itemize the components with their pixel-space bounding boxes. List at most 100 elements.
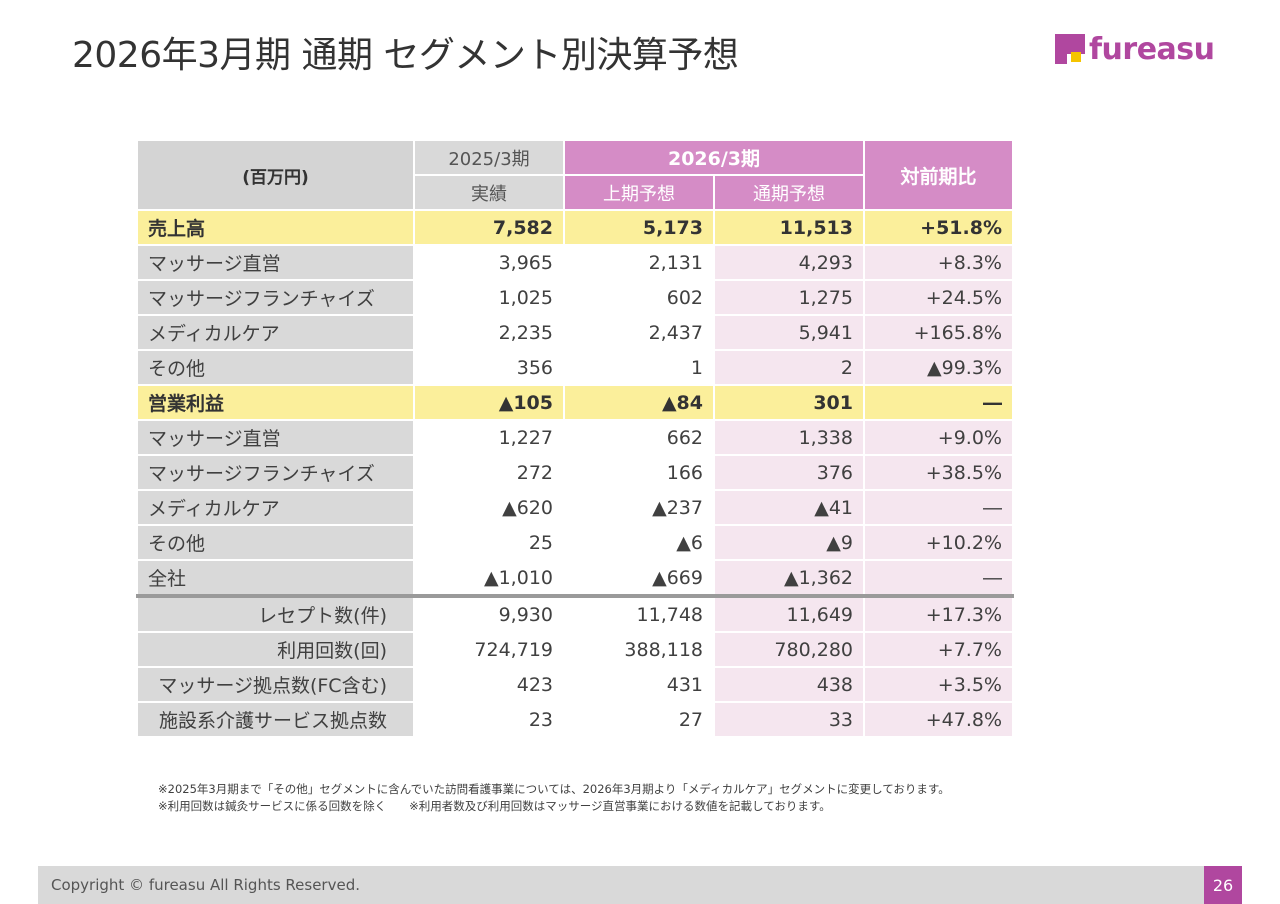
- cell-2025-actual: ▲1,010: [413, 559, 565, 597]
- fureasu-logo: fureasu: [1055, 31, 1215, 67]
- row-label: マッサージフランチャイズ: [136, 454, 415, 491]
- table-row: 営業利益 ▲105 ▲84 301 ―: [136, 384, 1014, 421]
- cell-2026-full-forecast: 376: [713, 454, 865, 491]
- cell-2026-full-forecast: ▲41: [713, 489, 865, 526]
- cell-2026-full-forecast: 11,649: [713, 594, 865, 633]
- row-label: マッサージフランチャイズ: [136, 279, 415, 316]
- cell-yoy: +38.5%: [863, 454, 1014, 491]
- table-row: マッサージ直営 3,965 2,131 4,293 +8.3%: [136, 244, 1014, 281]
- unit-label: (百万円): [136, 139, 415, 211]
- row-label: その他: [136, 349, 415, 386]
- cell-2026-h1-forecast: ▲6: [563, 524, 715, 561]
- cell-2026-full-forecast: 1,338: [713, 419, 865, 456]
- row-label: 全社: [136, 559, 415, 597]
- col-header-h1-forecast: 上期予想: [563, 174, 715, 211]
- footnote: ※2025年3月期まで「その他」セグメントに含んでいた訪問看護事業については、2…: [158, 782, 950, 796]
- cell-2026-full-forecast: 33: [713, 701, 865, 738]
- page-title: 2026年3月期 通期 セグメント別決算予想: [72, 35, 739, 76]
- cell-2026-full-forecast: 11,513: [713, 209, 865, 246]
- table-row: メディカルケア ▲620 ▲237 ▲41 ―: [136, 489, 1014, 526]
- table-row: メディカルケア 2,235 2,437 5,941 +165.8%: [136, 314, 1014, 351]
- table-row: その他 356 1 2 ▲99.3%: [136, 349, 1014, 386]
- row-label: 売上高: [136, 209, 415, 246]
- col-header-2026: 2026/3期: [563, 139, 865, 176]
- cell-2026-h1-forecast: 388,118: [563, 631, 715, 668]
- cell-yoy: +8.3%: [863, 244, 1014, 281]
- cell-2026-h1-forecast: 1: [563, 349, 715, 386]
- cell-2026-full-forecast: 301: [713, 384, 865, 421]
- cell-yoy: +47.8%: [863, 701, 1014, 738]
- cell-2026-h1-forecast: 602: [563, 279, 715, 316]
- row-label: 営業利益: [136, 384, 415, 421]
- cell-2025-actual: 724,719: [413, 631, 565, 668]
- cell-2025-actual: ▲620: [413, 489, 565, 526]
- col-header-full-forecast: 通期予想: [713, 174, 865, 211]
- cell-yoy: +3.5%: [863, 666, 1014, 703]
- col-header-yoy: 対前期比: [863, 139, 1014, 211]
- col-header-2025: 2025/3期: [413, 139, 565, 176]
- cell-yoy: ―: [863, 489, 1014, 526]
- cell-2026-h1-forecast: ▲84: [563, 384, 715, 421]
- page-number: 26: [1204, 866, 1242, 904]
- cell-2025-actual: ▲105: [413, 384, 565, 421]
- row-label: メディカルケア: [136, 314, 415, 351]
- table-row: マッサージ直営 1,227 662 1,338 +9.0%: [136, 419, 1014, 456]
- logo-mark-icon: [1055, 34, 1085, 64]
- cell-2026-h1-forecast: 2,437: [563, 314, 715, 351]
- cell-yoy: +51.8%: [863, 209, 1014, 246]
- footer-bar: Copyright © fureasu All Rights Reserved.: [38, 866, 1204, 904]
- row-label: レセプト数(件): [136, 594, 415, 633]
- table-row: 施設系介護サービス拠点数 23 27 33 +47.8%: [136, 701, 1014, 738]
- table-row: マッサージフランチャイズ 1,025 602 1,275 +24.5%: [136, 279, 1014, 316]
- cell-2025-actual: 1,227: [413, 419, 565, 456]
- cell-2026-h1-forecast: 27: [563, 701, 715, 738]
- cell-yoy: +10.2%: [863, 524, 1014, 561]
- cell-yoy: ―: [863, 384, 1014, 421]
- table-row: マッサージフランチャイズ 272 166 376 +38.5%: [136, 454, 1014, 491]
- row-label: 施設系介護サービス拠点数: [136, 701, 415, 738]
- table-row: 利用回数(回) 724,719 388,118 780,280 +7.7%: [136, 631, 1014, 668]
- cell-yoy: +165.8%: [863, 314, 1014, 351]
- table-row: レセプト数(件) 9,930 11,748 11,649 +17.3%: [136, 594, 1014, 633]
- row-label: その他: [136, 524, 415, 561]
- cell-2025-actual: 272: [413, 454, 565, 491]
- cell-2026-h1-forecast: 166: [563, 454, 715, 491]
- table-row: マッサージ拠点数(FC含む) 423 431 438 +3.5%: [136, 666, 1014, 703]
- row-label: マッサージ拠点数(FC含む): [136, 666, 415, 703]
- cell-2026-h1-forecast: 662: [563, 419, 715, 456]
- table-row: その他 25 ▲6 ▲9 +10.2%: [136, 524, 1014, 561]
- cell-2026-h1-forecast: 5,173: [563, 209, 715, 246]
- cell-2025-actual: 25: [413, 524, 565, 561]
- cell-yoy: +24.5%: [863, 279, 1014, 316]
- row-label: 利用回数(回): [136, 631, 415, 668]
- cell-2025-actual: 9,930: [413, 594, 565, 633]
- row-label: マッサージ直営: [136, 419, 415, 456]
- segment-forecast-table: (百万円) 2025/3期 2026/3期 対前期比 実績 上期予想 通期予想 …: [136, 139, 1014, 738]
- logo-text: fureasu: [1089, 31, 1215, 67]
- cell-2025-actual: 23: [413, 701, 565, 738]
- table-row: 全社 ▲1,010 ▲669 ▲1,362 ―: [136, 559, 1014, 597]
- cell-yoy: +17.3%: [863, 594, 1014, 633]
- footnote: ※利用回数は鍼灸サービスに係る回数を除く ※利用者数及び利用回数はマッサージ直営…: [158, 799, 831, 813]
- cell-yoy: ―: [863, 559, 1014, 597]
- row-label: マッサージ直営: [136, 244, 415, 281]
- cell-2025-actual: 423: [413, 666, 565, 703]
- cell-2026-full-forecast: 1,275: [713, 279, 865, 316]
- cell-2026-h1-forecast: ▲237: [563, 489, 715, 526]
- cell-2026-full-forecast: 4,293: [713, 244, 865, 281]
- cell-yoy: ▲99.3%: [863, 349, 1014, 386]
- cell-2025-actual: 356: [413, 349, 565, 386]
- footnotes: ※2025年3月期まで「その他」セグメントに含んでいた訪問看護事業については、2…: [158, 781, 950, 815]
- cell-yoy: +9.0%: [863, 419, 1014, 456]
- cell-2026-h1-forecast: 11,748: [563, 594, 715, 633]
- cell-2026-full-forecast: 2: [713, 349, 865, 386]
- copyright-text: Copyright © fureasu All Rights Reserved.: [51, 876, 360, 894]
- cell-2026-full-forecast: ▲1,362: [713, 559, 865, 597]
- cell-2026-h1-forecast: 2,131: [563, 244, 715, 281]
- cell-2026-full-forecast: ▲9: [713, 524, 865, 561]
- table-row: 売上高 7,582 5,173 11,513 +51.8%: [136, 209, 1014, 246]
- cell-2025-actual: 1,025: [413, 279, 565, 316]
- cell-2025-actual: 7,582: [413, 209, 565, 246]
- cell-2026-h1-forecast: ▲669: [563, 559, 715, 597]
- cell-2026-h1-forecast: 431: [563, 666, 715, 703]
